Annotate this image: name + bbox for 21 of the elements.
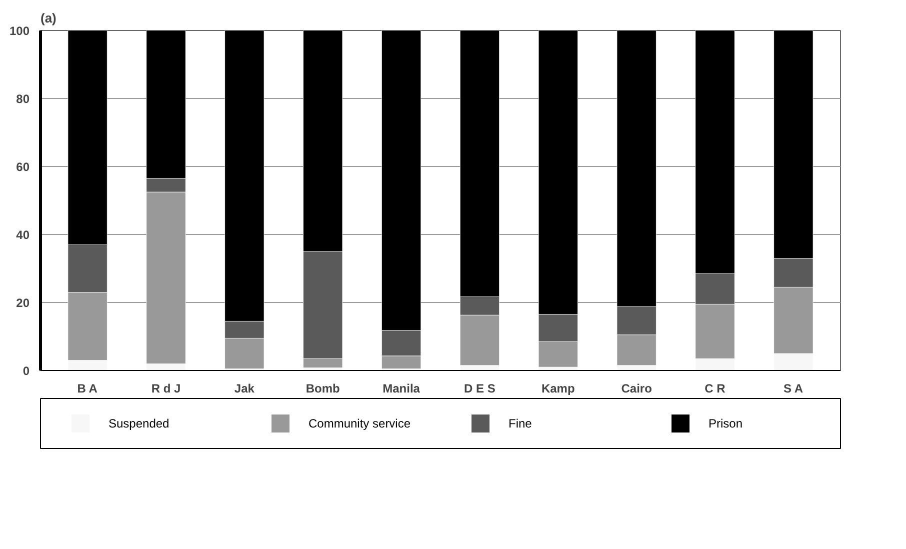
legend-label: Suspended bbox=[108, 416, 170, 430]
x-tick-label: R d J bbox=[151, 382, 181, 396]
x-tick-label: Manila bbox=[382, 382, 420, 396]
legend-label: Community service bbox=[308, 416, 411, 430]
x-tick-label: Jak bbox=[234, 382, 255, 396]
x-tick-label: Cairo bbox=[621, 382, 652, 396]
x-tick-label: S A bbox=[783, 382, 804, 396]
y-tick-label: 60 bbox=[16, 160, 30, 174]
x-tick-label: Kamp bbox=[541, 382, 575, 396]
x-tick-label: C R bbox=[704, 382, 726, 396]
legend-label: Prison bbox=[708, 416, 743, 430]
y-tick-label: 100 bbox=[9, 24, 30, 38]
y-tick-label: 20 bbox=[16, 296, 30, 310]
x-tick-label: B A bbox=[77, 382, 98, 396]
y-tick-label: 0 bbox=[22, 364, 30, 378]
y-tick-label: 80 bbox=[16, 92, 30, 106]
x-tick-label: D E S bbox=[464, 382, 496, 396]
x-tick-label: Bomb bbox=[306, 382, 340, 396]
legend-label: Fine bbox=[508, 416, 532, 430]
chart-title: (a) bbox=[40, 10, 56, 26]
y-tick-label: 40 bbox=[16, 228, 30, 242]
